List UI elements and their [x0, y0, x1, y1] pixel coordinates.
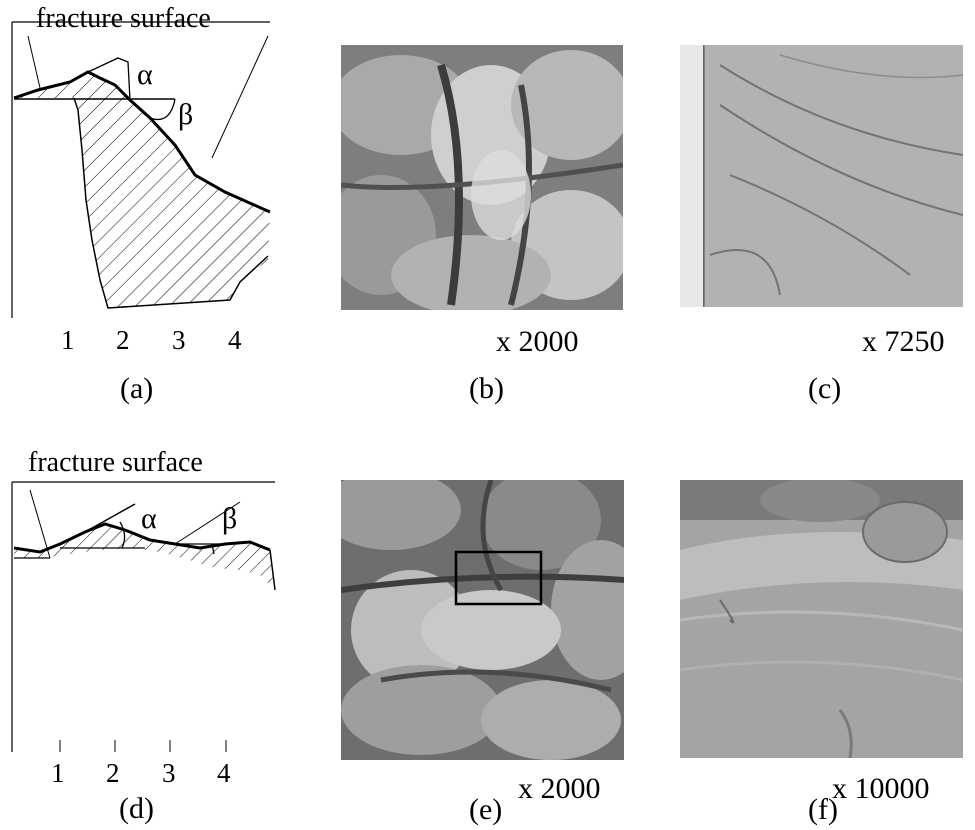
panel-label-a: (a)	[120, 372, 154, 405]
tick-1-d: 1	[51, 758, 65, 788]
tick-3-a: 3	[172, 325, 186, 355]
tick-3-d: 3	[162, 758, 176, 788]
micrograph-b	[341, 45, 623, 310]
inset-region-box	[454, 550, 543, 606]
panel-d: fracture surface α β 1 2 3 4 (d)	[0, 440, 300, 830]
fracture-surface-label-d: fracture surface	[28, 447, 203, 478]
panel-label-e: (e)	[469, 793, 503, 826]
panel-d-diagram	[11, 481, 276, 752]
panel-a: fracture surface α β 1 2 3 4 (a)	[0, 0, 290, 410]
micrograph-c	[680, 45, 963, 307]
tick-4-a: 4	[228, 325, 242, 355]
panel-a-diagram	[11, 21, 271, 318]
profile-region-a	[14, 72, 270, 308]
magnification-f: x 10000	[832, 772, 930, 805]
panel-label-c: (c)	[808, 372, 842, 405]
magnification-b: x 2000	[496, 325, 579, 358]
tick-1-a: 1	[61, 325, 75, 355]
alpha-symbol-d: α	[141, 502, 157, 535]
panel-label-f: (f)	[808, 793, 838, 826]
tick-2-d: 2	[106, 758, 120, 788]
fracture-profile-a	[13, 70, 271, 214]
magnification-e: x 2000	[518, 772, 601, 805]
panel-label-d: (d)	[119, 792, 154, 825]
tick-2-a: 2	[116, 325, 130, 355]
panel-label-b: (b)	[469, 372, 504, 405]
fracture-surface-label-a: fracture surface	[36, 3, 211, 34]
micrograph-f	[680, 480, 963, 758]
beta-symbol-a: β	[178, 98, 194, 131]
alpha-symbol-a: α	[137, 58, 153, 91]
micrograph-e	[341, 480, 624, 760]
beta-symbol-d: β	[222, 502, 238, 535]
magnification-c: x 7250	[862, 325, 945, 358]
tick-4-d: 4	[217, 758, 231, 788]
fracture-profile-d	[13, 522, 271, 554]
